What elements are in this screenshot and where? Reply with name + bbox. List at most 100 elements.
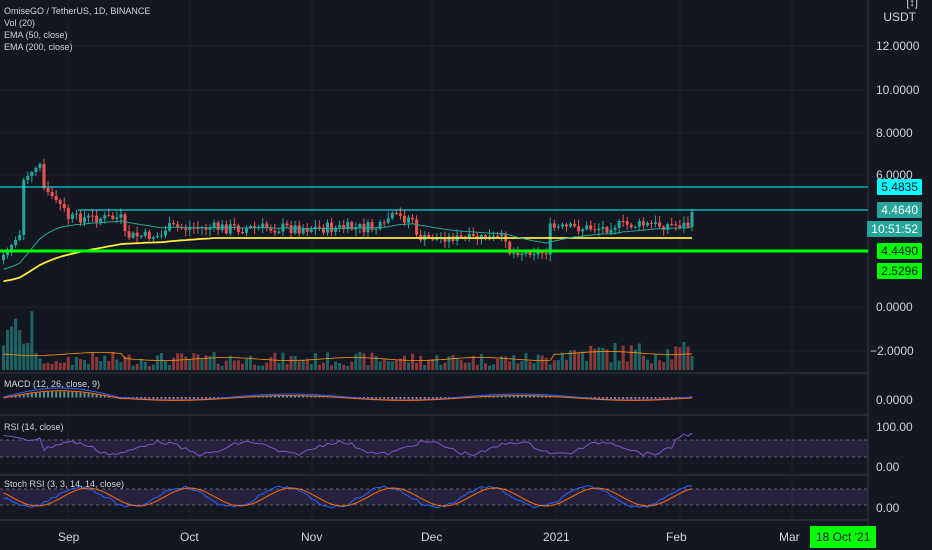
macd-histogram-bar [524,395,527,398]
volume-bar [172,357,176,370]
volume-bar [164,360,167,370]
macd-histogram-bar [516,395,519,398]
candle-body [528,252,532,255]
volume-bar [601,347,605,370]
candle-body [212,222,216,229]
candle-body [261,223,265,227]
volume-bar [516,363,520,370]
logarithmic-scale-icon[interactable]: [↕] [906,0,918,9]
candle-body [135,232,139,237]
symbol-title[interactable]: OmiseGO / TetherUS, 1D, BINANCE [4,6,151,16]
macd-histogram-bar [290,395,293,398]
volume-bar [281,352,285,370]
volume-bar [423,365,427,370]
candle-body [127,231,131,238]
macd-histogram-bar [605,397,608,399]
candle-body [293,225,297,234]
macd-histogram-bar [156,397,159,400]
candle-body [151,237,155,239]
candle-body [297,225,301,234]
candle-body [569,223,572,227]
candle-body [350,222,354,230]
macd-histogram-bar [626,397,629,400]
candle-body [633,226,637,228]
macd-histogram-bar [103,395,106,398]
stoch-band [0,489,868,505]
rsi-line [3,432,693,457]
volume-bar [38,358,42,370]
volume-bar [621,345,625,370]
candle-body [540,252,544,254]
candle-body [398,213,402,216]
volume-bar [504,356,508,370]
macd-histogram-bar [614,397,617,400]
volume-bar [265,362,269,370]
macd-histogram-bar [140,397,143,399]
macd-histogram-bar [71,391,74,398]
candle-body [26,176,30,180]
macd-histogram-bar [205,397,207,399]
candle-body [224,224,228,234]
macd-histogram-bar [399,397,402,400]
volume-bar [439,364,443,370]
macd-histogram-bar [176,397,179,400]
indicator-vol-label[interactable]: Vol (20) [4,18,36,28]
volume-bars [2,311,694,370]
candle-body [74,213,78,215]
macd-histogram-bar [310,395,313,398]
candle-body [386,218,390,223]
candle-body [2,255,5,260]
candle-body [544,253,548,255]
stoch-tick: 0.00 [876,501,900,515]
volume-bar [366,365,370,370]
macd-histogram-bar [273,395,276,398]
macd-histogram-bar [638,397,641,400]
macd-label[interactable]: MACD (12, 26, close, 9) [4,379,101,389]
macd-histogram-bar [217,397,220,399]
volume-bar [18,330,22,370]
volume-bar [467,362,471,370]
macd-histogram-bar [99,394,102,398]
volume-bar [123,356,127,370]
volume-bar [196,354,200,370]
macd-histogram-bar [375,397,378,399]
price-tick: 8.0000 [876,126,913,140]
macd-histogram-bar [302,395,305,398]
candle-body [232,224,236,226]
candle-body [204,227,208,230]
macd-histogram-bar [658,397,661,399]
candle-body [520,253,524,255]
candle-body [14,240,18,245]
indicator-ema50-label[interactable]: EMA (50, close) [4,30,68,40]
volume-bar [666,349,670,370]
volume-bar [552,360,556,370]
macd-histogram-bar [622,397,625,400]
volume-bar [184,356,188,370]
macd-histogram-bar [520,395,523,398]
indicator-ema200-label[interactable]: EMA (200, close) [4,42,73,52]
volume-bar [532,363,536,370]
price-tick: 0.0000 [876,300,913,314]
time-label-feb: Feb [666,530,687,544]
currency-unit-label[interactable]: USDT [883,10,916,24]
candle-body [512,253,516,255]
volume-bar [435,354,439,370]
volume-bar [398,358,402,370]
pane-separators [0,0,869,550]
macd-histogram-bar [63,391,66,398]
macd-histogram-bar [654,397,657,399]
candle-body [690,212,694,227]
candle-body [143,231,147,236]
volume-bar [103,355,107,370]
macd-histogram-bar [75,392,78,398]
candle-body [99,218,103,223]
macd-histogram-bar [610,397,612,399]
stoch-rsi-label[interactable]: Stoch RSI (3, 3, 14, 14, close) [4,479,125,489]
candle-body [666,224,670,230]
macd-histogram-bar [537,395,540,398]
rsi-label[interactable]: RSI (14, close) [4,422,64,432]
volume-bar [508,361,512,370]
macd-histogram-bar [152,397,155,399]
price-tag-last-price: 4.4640 [877,202,922,218]
